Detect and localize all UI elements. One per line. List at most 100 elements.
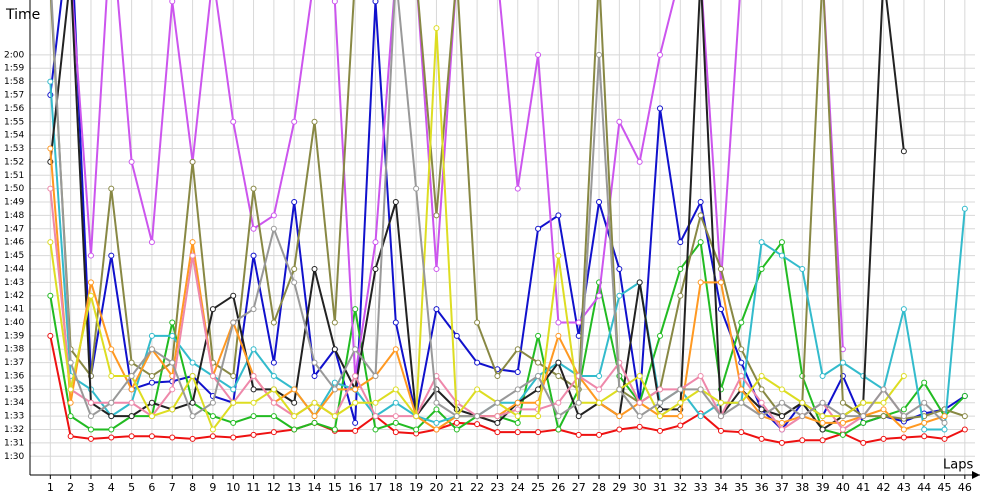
point (738, 346, 745, 353)
point (392, 199, 399, 206)
point (738, 359, 745, 366)
point (717, 306, 724, 313)
y-tick-label: 1:45 (4, 251, 24, 261)
point (900, 306, 907, 313)
point (392, 413, 399, 420)
point (67, 386, 74, 393)
point (880, 386, 887, 393)
point (311, 399, 318, 406)
point (47, 78, 54, 85)
point (352, 419, 359, 426)
x-axis-label: Laps (943, 458, 973, 473)
point (128, 359, 135, 366)
x-tick-label: 33 (694, 481, 708, 494)
point (87, 435, 94, 442)
y-tick-label: 1:52 (4, 157, 24, 167)
point (453, 332, 460, 339)
point (900, 148, 907, 155)
point (839, 413, 846, 420)
y-tick-label: 1:55 (4, 117, 24, 127)
y-tick-label: 1:42 (4, 291, 24, 301)
point (474, 421, 481, 428)
point (921, 419, 928, 426)
point (169, 386, 176, 393)
point (47, 145, 54, 152)
point (758, 239, 765, 246)
point (433, 306, 440, 313)
point (392, 399, 399, 406)
point (677, 292, 684, 299)
point (961, 393, 968, 400)
x-tick-label: 15 (328, 481, 342, 494)
x-tick-label: 31 (653, 481, 667, 494)
point (596, 51, 603, 58)
series-line (49, 81, 966, 431)
point (819, 426, 826, 433)
point (799, 265, 806, 272)
point (677, 422, 684, 429)
point (291, 399, 298, 406)
y-tick-label: 1:40 (4, 318, 24, 328)
point (87, 292, 94, 299)
point (697, 386, 704, 393)
point (372, 372, 379, 379)
point (778, 386, 785, 393)
y-tick-label: 1:48 (4, 211, 24, 221)
point (514, 368, 521, 375)
point (128, 413, 135, 420)
point (291, 118, 298, 125)
point (778, 413, 785, 420)
y-tick-label: 1:37 (4, 358, 24, 368)
point (413, 413, 420, 420)
point (87, 279, 94, 286)
point (778, 439, 785, 446)
point (311, 265, 318, 272)
series-line (71, 0, 844, 377)
point (819, 419, 826, 426)
point (575, 399, 582, 406)
x-tick-label: 27 (572, 481, 586, 494)
point (494, 429, 501, 436)
y-tick-label: 1:44 (4, 264, 24, 274)
point (514, 386, 521, 393)
point (799, 413, 806, 420)
point (636, 413, 643, 420)
x-tick-label: 9 (209, 481, 216, 494)
x-tick-label: 14 (308, 481, 322, 494)
y-tick-label: 1:32 (4, 425, 24, 435)
point (169, 359, 176, 366)
point (555, 332, 562, 339)
point (250, 399, 257, 406)
point (47, 239, 54, 246)
point (555, 413, 562, 420)
point (697, 279, 704, 286)
y-tick-label: 1:30 (4, 452, 24, 462)
point (616, 426, 623, 433)
point (270, 212, 277, 219)
point (108, 252, 115, 259)
point (535, 386, 542, 393)
point (535, 332, 542, 339)
point (555, 212, 562, 219)
point (717, 427, 724, 434)
point (169, 319, 176, 326)
point (189, 413, 196, 420)
point (189, 158, 196, 165)
point (596, 372, 603, 379)
point (819, 437, 826, 444)
point (717, 413, 724, 420)
point (921, 399, 928, 406)
x-tick-label: 20 (429, 481, 443, 494)
point (453, 419, 460, 426)
point (778, 399, 785, 406)
point (331, 346, 338, 353)
point (778, 239, 785, 246)
point (270, 399, 277, 406)
point (758, 386, 765, 393)
y-tick-label: 1:33 (4, 412, 24, 422)
point (575, 413, 582, 420)
point (128, 372, 135, 379)
point (87, 399, 94, 406)
x-tick-label: 11 (247, 481, 261, 494)
point (880, 435, 887, 442)
